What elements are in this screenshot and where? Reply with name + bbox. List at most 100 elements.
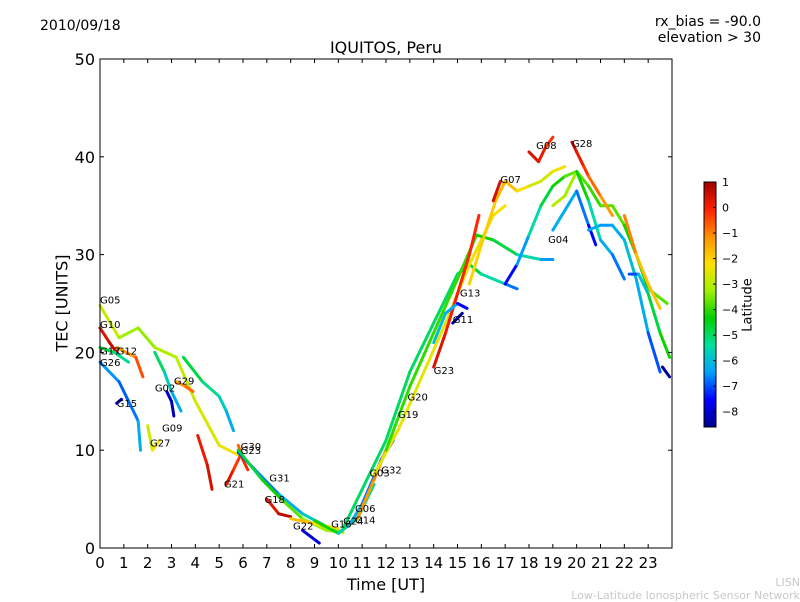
y-tick-label: 0 [85,539,95,558]
series-segment [355,478,376,521]
satellite-label: G11 [453,315,473,326]
series-segment [127,399,140,423]
series-segment [587,199,602,242]
series-segment [348,502,364,526]
y-tick-label: 30 [75,246,95,265]
x-tick-label: 22 [615,554,634,572]
series-segment [544,135,555,149]
series-segment [582,165,591,178]
series-segment [479,272,507,286]
colorbar-label: Latitude [740,278,756,332]
series-segment [551,165,567,173]
satellite-label: G30 [241,442,261,453]
x-tick-label: 21 [591,554,610,572]
series-G22 [224,453,243,486]
series-G05 [98,303,240,457]
series-segment [646,292,662,335]
x-tick-label: 6 [238,554,248,572]
series-G17 [98,346,131,364]
satellite-label: G24 [343,517,363,528]
satellite-label: G32 [381,466,401,477]
series-segment [599,238,614,257]
satellite-label: G28 [572,139,592,150]
y-tick-label: 40 [75,148,95,167]
x-tick-label: 23 [639,554,658,572]
series-G27 [146,424,162,452]
series-G07b [491,179,502,203]
x-tick-label: 5 [214,554,224,572]
series-G11 [451,311,464,325]
satellite-label: G03 [369,469,389,480]
series-G23b [432,213,481,369]
colorbar-tick-label: −8 [722,406,738,419]
satellite-label: G21 [224,479,244,490]
series-segment [527,179,543,188]
series-segment [432,331,448,369]
series-G22c [622,213,662,310]
series-segment [563,169,579,198]
x-tick-label: 9 [310,554,320,572]
series-G29 [174,380,195,394]
series-G03 [265,497,293,519]
series-segment [360,438,388,491]
x-tick-label: 17 [496,554,515,572]
series-segment [162,370,173,394]
series-segment [134,355,145,379]
series-segment [515,233,531,266]
series-segment [241,458,250,472]
series-segment [444,292,459,335]
satellite-label: G10 [100,320,120,331]
series-segment [277,492,305,516]
series-G22b [301,528,321,545]
footer-lisn: LISN [775,576,800,589]
series-segment [467,213,481,257]
series-segment [551,194,567,208]
series-segment [146,424,154,452]
satellite-label: G31 [269,473,289,484]
series-segment [479,199,498,247]
series-G21b [587,223,662,374]
series-G20 [384,233,555,452]
y-axis-label: TEC [UNITS] [52,254,72,352]
series-segment [217,394,228,413]
date-label: 2010/09/18 [40,18,121,34]
colorbar-tick-label: −7 [722,380,738,393]
series-segment [551,209,567,232]
bias-info: rx_bias = -90.0 elevation > 30 [655,14,761,46]
colorbar-tick-label: 0 [722,202,729,215]
series-segment [112,350,131,364]
series-G30b [660,365,672,379]
series-G07 [467,165,567,286]
satellite-label: G09 [162,424,182,435]
satellite-label: G29 [174,377,194,388]
series-segment [205,463,214,491]
series-segment [432,272,459,325]
series-G04b [551,169,626,281]
x-tick-label: 2 [143,554,153,572]
series-segment [563,189,579,213]
x-tick-label: 19 [543,554,562,572]
satellite-label: G12 [117,346,137,357]
series-G10 [98,326,119,354]
series-segment [236,448,264,482]
series-segment [537,145,548,164]
x-tick-label: 18 [519,554,538,572]
series-segment [115,397,123,405]
series-segment [193,399,221,447]
series-G30 [181,355,235,433]
series-segment [184,385,195,394]
series-segment [646,282,662,310]
y-tick-label: 20 [75,343,95,362]
series-segment [570,140,579,154]
x-tick-label: 10 [329,554,348,572]
series-segment [432,277,459,335]
series-segment [491,204,507,217]
satellite-label: G20 [407,392,427,403]
series-segment [503,262,519,286]
series-G12 [115,346,145,379]
colorbar-tick-label: −4 [722,304,738,317]
series-segment [622,213,638,257]
series-segment [115,346,138,359]
series-segment [279,497,305,521]
series-segment [646,331,662,374]
